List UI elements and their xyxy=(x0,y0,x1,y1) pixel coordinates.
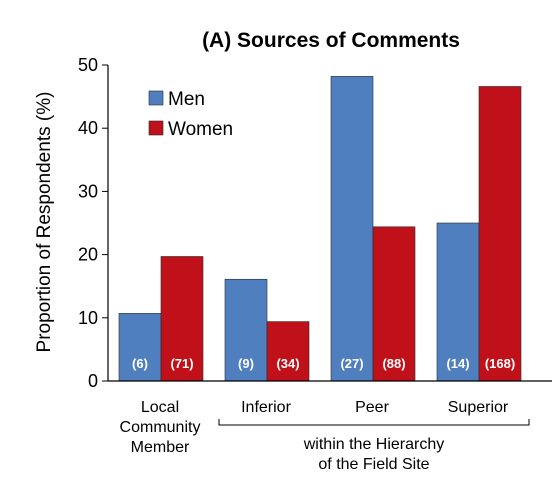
group-label-1: of the Field Site xyxy=(318,456,429,473)
x-category-label-0-1: Community xyxy=(120,419,201,436)
bar-count-label-men-1: (9) xyxy=(238,356,254,371)
x-category-label-3-0: Superior xyxy=(448,399,509,416)
plot-area: 0 10 20 30 40 50 (6) (71) Local Community Member (9… xyxy=(78,55,552,473)
group-label-0: within the Hierarchy xyxy=(303,436,445,453)
y-tick-label-1: 10 xyxy=(78,308,98,328)
bar-men-3 xyxy=(436,222,480,382)
y-tick-label-4: 40 xyxy=(78,118,98,138)
x-category-label-0-0: Local xyxy=(141,399,179,416)
bar-women-2 xyxy=(372,226,416,382)
bar-count-label-men-2: (27) xyxy=(340,356,363,371)
group-bracket xyxy=(218,419,530,426)
bar-men-1 xyxy=(224,278,268,382)
x-category-label-1-0: Inferior xyxy=(241,399,291,416)
bar-men-2 xyxy=(330,76,374,382)
y-tick-label-2: 20 xyxy=(78,245,98,265)
bar-women-0 xyxy=(160,256,204,382)
bar-women-3 xyxy=(478,86,522,382)
chart-title: (A) Sources of Comments xyxy=(202,29,460,52)
legend-label-men: Men xyxy=(168,89,205,110)
y-tick-label-5: 50 xyxy=(78,55,98,75)
bar-count-label-men-3: (14) xyxy=(446,356,469,371)
bar-count-label-women-1: (34) xyxy=(276,356,299,371)
legend-label-women: Women xyxy=(168,119,233,140)
bar-count-label-women-0: (71) xyxy=(170,356,193,371)
bar-count-label-women-2: (88) xyxy=(382,356,405,371)
bar-count-label-women-3: (168) xyxy=(485,356,515,371)
y-axis-label: Proportion of Respondents (%) xyxy=(34,92,55,353)
y-tick-label-3: 30 xyxy=(78,181,98,201)
legend: Men Women xyxy=(148,89,233,140)
x-category-label-2-0: Peer xyxy=(355,399,389,416)
legend-swatch-men xyxy=(148,90,164,106)
bar-count-label-men-0: (6) xyxy=(132,356,148,371)
legend-swatch-women xyxy=(148,120,164,136)
y-tick-label-0: 0 xyxy=(88,371,98,391)
bar-women-1 xyxy=(266,321,310,382)
x-category-label-0-2: Member xyxy=(131,439,190,456)
